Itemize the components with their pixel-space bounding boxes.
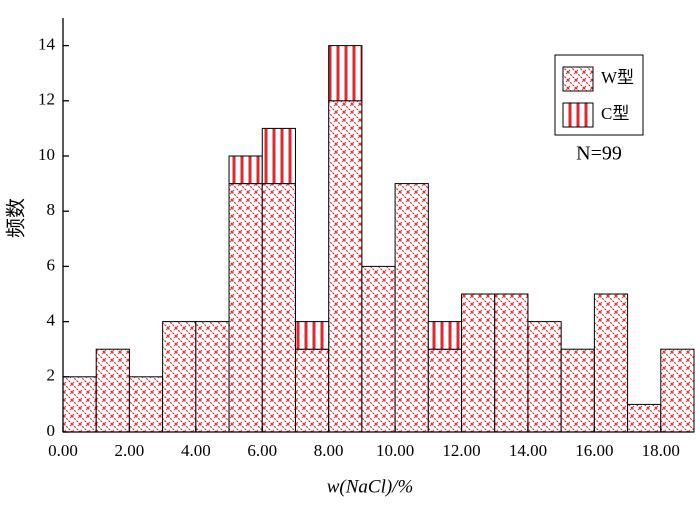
y-tick-label: 2	[47, 366, 56, 385]
bar	[294, 321, 330, 350]
bar	[394, 183, 429, 433]
x-tick-label: 18.00	[642, 441, 680, 460]
bar	[294, 348, 330, 433]
bar	[427, 348, 463, 433]
y-tick-label: 10	[38, 145, 55, 164]
y-tick-label: 0	[47, 421, 56, 440]
bar	[95, 348, 130, 433]
x-tick-label: 14.00	[509, 441, 547, 460]
x-tick-label: 16.00	[575, 441, 613, 460]
y-tick-label: 4	[47, 311, 56, 330]
bar	[328, 100, 363, 433]
bar	[261, 127, 296, 185]
bar	[593, 293, 629, 433]
bar	[494, 293, 529, 433]
legend-swatch	[562, 66, 594, 92]
bar	[228, 183, 263, 433]
bar	[627, 403, 662, 433]
bar	[128, 376, 164, 433]
bar	[228, 155, 263, 185]
x-tick-label: 10.00	[376, 441, 414, 460]
bar	[261, 183, 296, 433]
x-tick-label: 6.00	[247, 441, 277, 460]
bar	[62, 376, 97, 433]
bar	[461, 293, 496, 433]
legend-label: W型	[601, 68, 634, 87]
bar	[162, 321, 197, 433]
bar	[660, 348, 695, 433]
y-tick-label: 6	[47, 255, 56, 274]
bar	[427, 321, 463, 350]
x-axis-label: w(NaCl)/%	[327, 476, 414, 497]
bar	[560, 348, 595, 433]
y-tick-label: 12	[38, 90, 55, 109]
bar	[328, 45, 363, 102]
x-tick-label: 8.00	[314, 441, 344, 460]
x-tick-label: 0.00	[48, 441, 78, 460]
x-tick-label: 12.00	[442, 441, 480, 460]
x-tick-label: 4.00	[181, 441, 211, 460]
bar	[527, 321, 562, 433]
y-tick-label: 14	[38, 35, 56, 54]
legend-label: C型	[601, 104, 629, 123]
legend-swatch	[562, 102, 594, 128]
bar	[195, 321, 230, 433]
annotation: N=99	[576, 143, 622, 165]
y-axis-label: 频数	[5, 198, 28, 238]
x-tick-label: 2.00	[115, 441, 145, 460]
y-tick-label: 8	[47, 200, 56, 219]
bar	[361, 265, 396, 433]
